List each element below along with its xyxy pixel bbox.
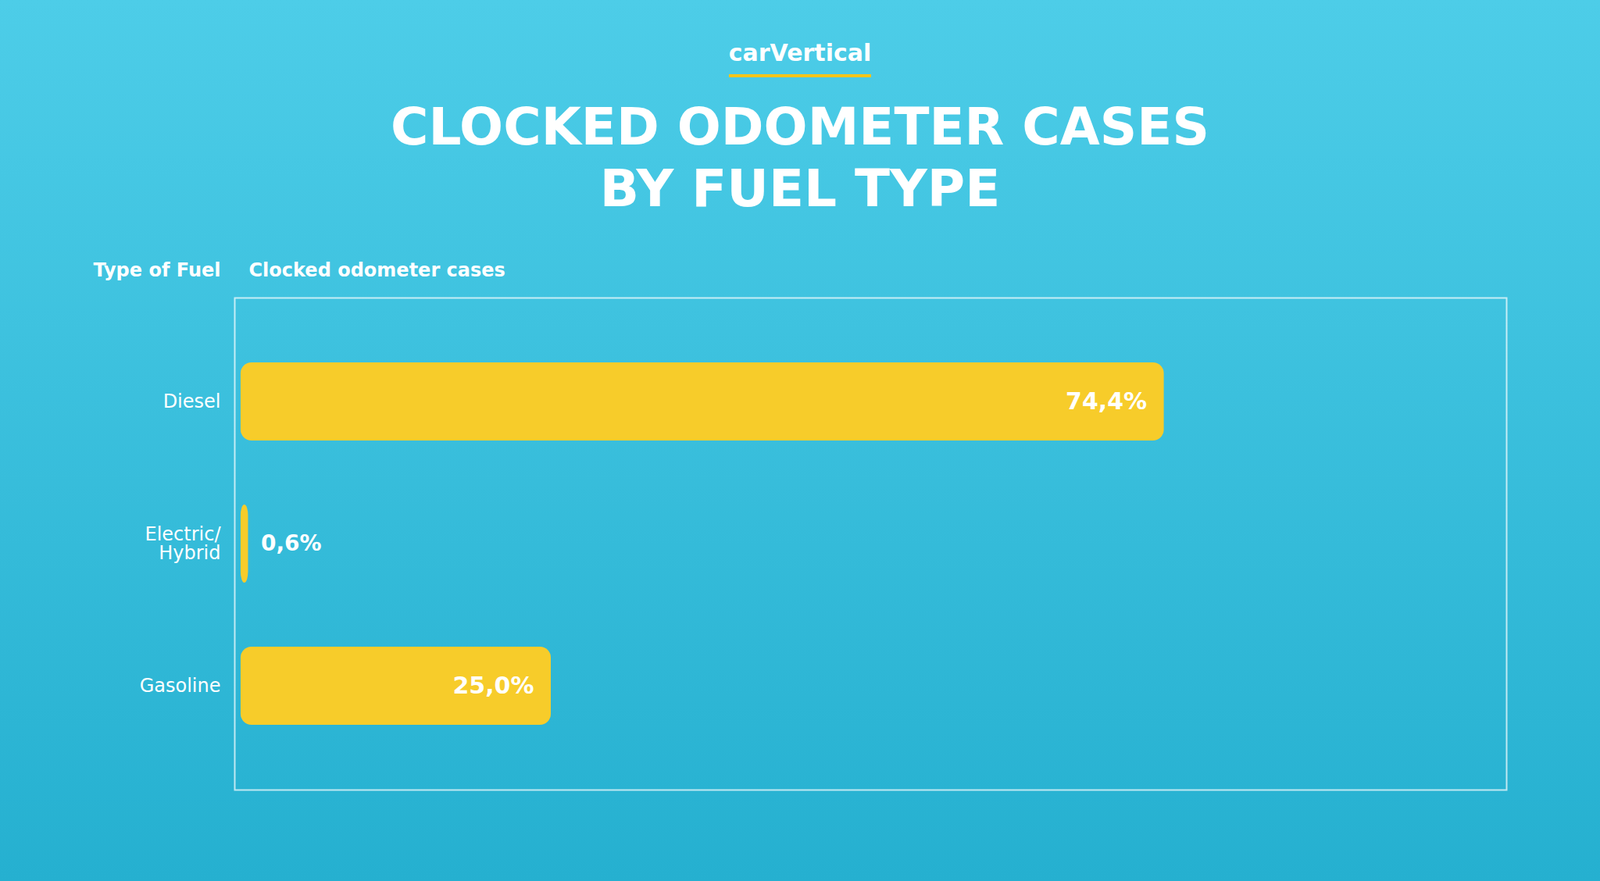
html-text:carVertical: carVertical <box>728 39 872 67</box>
svg-text:Gasoline: Gasoline <box>139 675 222 698</box>
svg-text:Electric/Hybrid: Electric/Hybrid <box>144 524 222 565</box>
svg-text:Diesel: Diesel <box>163 391 222 414</box>
html-text:BY FUEL TYPE: BY FUEL TYPE <box>599 158 1001 219</box>
html-text:CLOCKED ODOMETER CASES: CLOCKED ODOMETER CASES <box>390 96 1210 158</box>
svg-text:Type of Fuel: Type of Fuel <box>92 259 221 282</box>
svg-text:Clocked odometer cases: Clocked odometer cases <box>249 259 506 282</box>
svg-text:25,0%: 25,0% <box>452 671 534 700</box>
svg-text:0,6%: 0,6% <box>260 531 322 558</box>
svg-text:74,4%: 74,4% <box>1065 387 1147 415</box>
